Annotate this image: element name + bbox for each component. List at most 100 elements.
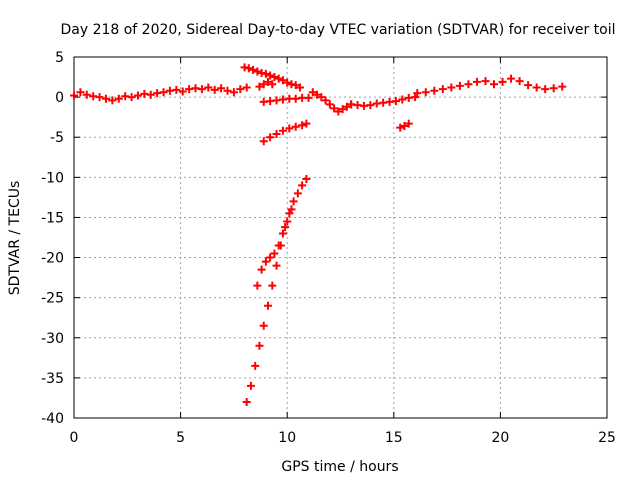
series-dip-arc: [308, 88, 356, 116]
data-point: [259, 137, 268, 146]
data-point: [396, 123, 405, 132]
data-point: [268, 281, 277, 290]
y-tick-label: -15: [41, 210, 64, 226]
data-point: [261, 69, 270, 78]
data-point: [101, 94, 110, 103]
data-point: [400, 121, 409, 130]
data-point: [342, 102, 351, 111]
data-point: [366, 101, 375, 110]
series-upper-arc: [240, 63, 304, 92]
data-point: [398, 95, 407, 104]
data-point: [249, 65, 258, 74]
data-point: [334, 107, 343, 116]
data-point: [302, 119, 311, 128]
data-point: [257, 265, 266, 274]
data-point: [455, 81, 464, 90]
data-point: [274, 241, 283, 250]
x-tick-label: 10: [278, 430, 296, 446]
data-point: [464, 80, 473, 89]
data-point: [481, 77, 490, 86]
data-point: [70, 91, 78, 100]
y-tick-label: 0: [55, 90, 64, 106]
grid: [74, 57, 607, 418]
y-tick-label: -40: [41, 411, 64, 427]
series-steep-right: [253, 205, 296, 290]
data-point: [490, 80, 499, 89]
series-short-arc: [255, 77, 277, 91]
data-point: [133, 91, 142, 100]
data-point: [253, 281, 262, 290]
data-point: [287, 205, 296, 214]
chart-title: Day 218 of 2020, Sidereal Day-to-day VTE…: [60, 22, 615, 38]
data-point: [259, 80, 268, 89]
data-point: [266, 133, 275, 142]
data-point: [82, 90, 91, 99]
data-point: [283, 78, 292, 87]
data-point: [313, 90, 322, 99]
data-point: [321, 96, 330, 105]
data-point: [223, 86, 232, 95]
series-lower-arc: [259, 119, 311, 146]
data-point: [76, 88, 85, 97]
data-point: [291, 81, 300, 90]
data-point: [270, 73, 279, 82]
data-point: [421, 88, 430, 97]
data-point: [266, 71, 275, 80]
data-point: [244, 64, 253, 73]
data-series: [70, 63, 567, 406]
data-point: [278, 229, 287, 238]
series-small-segment: [396, 119, 413, 132]
data-point: [236, 85, 245, 94]
data-point: [541, 85, 550, 94]
data-point: [217, 84, 226, 93]
data-point: [330, 104, 339, 113]
data-point: [253, 67, 262, 76]
data-point: [558, 82, 567, 91]
data-point: [146, 90, 155, 99]
data-point: [268, 80, 277, 89]
data-point: [289, 197, 298, 206]
data-point: [285, 124, 294, 133]
data-point: [391, 97, 400, 106]
y-tick-label: -20: [41, 251, 64, 267]
x-tick-label: 5: [176, 430, 185, 446]
data-point: [272, 130, 281, 139]
series-mid-trace: [347, 93, 420, 110]
data-point: [411, 93, 420, 102]
data-point: [283, 217, 292, 226]
x-axis-label: GPS time / hours: [281, 459, 398, 475]
y-tick-label: -10: [41, 170, 64, 186]
data-point: [430, 86, 439, 95]
data-point: [178, 87, 187, 96]
x-tick-label: 20: [491, 430, 509, 446]
axis-ticks: 0 5 10 15 20 25 5 0 -5 -10 -15 -20 -25 -30 -35 -40: [41, 50, 616, 446]
data-point: [255, 341, 264, 350]
data-point: [291, 122, 300, 131]
y-tick-label: 5: [55, 50, 64, 66]
data-point: [295, 83, 304, 92]
data-point: [524, 81, 533, 90]
data-point: [507, 74, 516, 83]
y-axis-label: SDTVAR / TECUs: [7, 181, 23, 296]
data-point: [242, 83, 251, 92]
data-point: [281, 223, 290, 232]
y-tick-label: -5: [50, 130, 64, 146]
data-point: [270, 249, 279, 258]
data-point: [229, 88, 238, 97]
data-point: [259, 321, 268, 330]
data-point: [447, 83, 456, 92]
data-point: [264, 77, 273, 86]
data-point: [308, 88, 317, 97]
data-point: [278, 76, 287, 85]
data-point: [246, 381, 255, 390]
data-point: [261, 257, 270, 266]
data-point: [159, 88, 168, 97]
data-point: [127, 93, 136, 102]
data-point: [438, 85, 447, 94]
data-point: [204, 83, 213, 92]
series-level-arc: [259, 93, 313, 106]
data-point: [472, 77, 481, 86]
data-point: [302, 174, 311, 183]
data-point: [114, 94, 123, 103]
